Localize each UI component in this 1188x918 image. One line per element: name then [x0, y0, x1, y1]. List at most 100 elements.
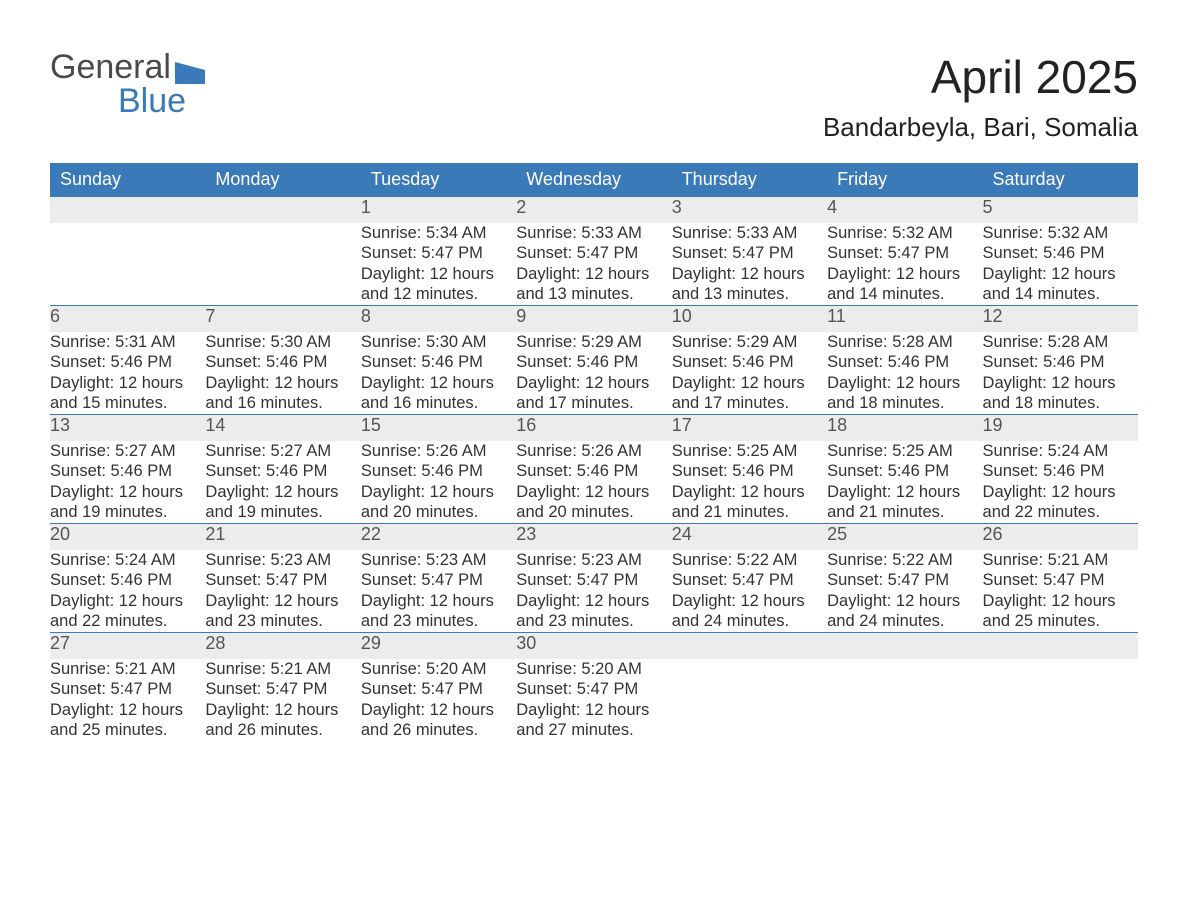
day-number: 30 — [516, 633, 671, 659]
day-number: 8 — [361, 306, 516, 332]
logo-word-2: Blue — [50, 84, 205, 118]
sunrise-text: Sunrise: 5:27 AM — [50, 441, 205, 462]
day-cell: Sunrise: 5:25 AMSunset: 5:46 PMDaylight:… — [672, 441, 827, 524]
column-header: Thursday — [672, 163, 827, 197]
sunset-text: Sunset: 5:46 PM — [516, 352, 671, 373]
day-cell: Sunrise: 5:20 AMSunset: 5:47 PMDaylight:… — [516, 659, 671, 742]
sunset-text: Sunset: 5:46 PM — [50, 352, 205, 373]
day-cell: Sunrise: 5:21 AMSunset: 5:47 PMDaylight:… — [983, 550, 1138, 633]
sunset-text: Sunset: 5:47 PM — [827, 243, 982, 264]
day-number: 12 — [983, 306, 1138, 332]
column-header: Sunday — [50, 163, 205, 197]
day-number: 9 — [516, 306, 671, 332]
sunrise-text: Sunrise: 5:32 AM — [827, 223, 982, 244]
day-cell: Sunrise: 5:32 AMSunset: 5:46 PMDaylight:… — [983, 223, 1138, 306]
sunset-text: Sunset: 5:47 PM — [516, 243, 671, 264]
day-number: 2 — [516, 197, 671, 223]
sunrise-text: Sunrise: 5:27 AM — [205, 441, 360, 462]
column-header: Wednesday — [516, 163, 671, 197]
sunrise-text: Sunrise: 5:29 AM — [672, 332, 827, 353]
sunset-text: Sunset: 5:47 PM — [672, 243, 827, 264]
calendar-page: General Blue April 2025 Bandarbeyla, Bar… — [0, 0, 1188, 761]
day-cell: Sunrise: 5:26 AMSunset: 5:46 PMDaylight:… — [516, 441, 671, 524]
daylight-text: Daylight: 12 hours and 23 minutes. — [205, 591, 360, 632]
flag-icon — [175, 62, 205, 84]
column-header: Tuesday — [361, 163, 516, 197]
day-number: 11 — [827, 306, 982, 332]
sunrise-text: Sunrise: 5:21 AM — [50, 659, 205, 680]
sunset-text: Sunset: 5:47 PM — [516, 679, 671, 700]
sunrise-text: Sunrise: 5:28 AM — [827, 332, 982, 353]
column-header: Friday — [827, 163, 982, 197]
day-cell: Sunrise: 5:26 AMSunset: 5:46 PMDaylight:… — [361, 441, 516, 524]
sunrise-text: Sunrise: 5:30 AM — [361, 332, 516, 353]
sunset-text: Sunset: 5:46 PM — [516, 461, 671, 482]
sunset-text: Sunset: 5:47 PM — [827, 570, 982, 591]
day-number-row: 13141516171819 — [50, 415, 1138, 441]
sunrise-text: Sunrise: 5:22 AM — [827, 550, 982, 571]
day-cell: Sunrise: 5:22 AMSunset: 5:47 PMDaylight:… — [672, 550, 827, 633]
day-number: 20 — [50, 524, 205, 550]
daylight-text: Daylight: 12 hours and 26 minutes. — [205, 700, 360, 741]
day-cell: Sunrise: 5:25 AMSunset: 5:46 PMDaylight:… — [827, 441, 982, 524]
day-number: 3 — [672, 197, 827, 223]
sunrise-text: Sunrise: 5:20 AM — [516, 659, 671, 680]
title-block: April 2025 Bandarbeyla, Bari, Somalia — [823, 50, 1138, 143]
day-number: 19 — [983, 415, 1138, 441]
day-data-row: Sunrise: 5:21 AMSunset: 5:47 PMDaylight:… — [50, 659, 1138, 742]
day-cell: Sunrise: 5:27 AMSunset: 5:46 PMDaylight:… — [205, 441, 360, 524]
daylight-text: Daylight: 12 hours and 21 minutes. — [827, 482, 982, 523]
day-number: 25 — [827, 524, 982, 550]
sunset-text: Sunset: 5:46 PM — [361, 352, 516, 373]
sunrise-text: Sunrise: 5:21 AM — [983, 550, 1138, 571]
sunset-text: Sunset: 5:46 PM — [983, 243, 1138, 264]
day-number: 18 — [827, 415, 982, 441]
day-number-row: 27282930 — [50, 633, 1138, 659]
sunrise-text: Sunrise: 5:33 AM — [672, 223, 827, 244]
day-number: 6 — [50, 306, 205, 332]
day-cell: Sunrise: 5:21 AMSunset: 5:47 PMDaylight:… — [50, 659, 205, 742]
day-cell: Sunrise: 5:30 AMSunset: 5:46 PMDaylight:… — [205, 332, 360, 415]
daylight-text: Daylight: 12 hours and 23 minutes. — [361, 591, 516, 632]
day-cell — [672, 659, 827, 742]
daylight-text: Daylight: 12 hours and 14 minutes. — [983, 264, 1138, 305]
page-title: April 2025 — [823, 50, 1138, 104]
day-number: 10 — [672, 306, 827, 332]
logo-word-1: General — [50, 50, 171, 84]
daylight-text: Daylight: 12 hours and 26 minutes. — [361, 700, 516, 741]
day-number — [50, 197, 205, 223]
day-cell: Sunrise: 5:33 AMSunset: 5:47 PMDaylight:… — [516, 223, 671, 306]
sunrise-text: Sunrise: 5:34 AM — [361, 223, 516, 244]
daylight-text: Daylight: 12 hours and 12 minutes. — [361, 264, 516, 305]
day-number: 7 — [205, 306, 360, 332]
daylight-text: Daylight: 12 hours and 15 minutes. — [50, 373, 205, 414]
sunset-text: Sunset: 5:46 PM — [672, 352, 827, 373]
daylight-text: Daylight: 12 hours and 13 minutes. — [672, 264, 827, 305]
day-number: 1 — [361, 197, 516, 223]
day-data-row: Sunrise: 5:27 AMSunset: 5:46 PMDaylight:… — [50, 441, 1138, 524]
day-number-row: 6789101112 — [50, 306, 1138, 332]
sunset-text: Sunset: 5:46 PM — [983, 461, 1138, 482]
logo-line-1: General — [50, 50, 205, 84]
sunset-text: Sunset: 5:46 PM — [827, 461, 982, 482]
day-number: 27 — [50, 633, 205, 659]
daylight-text: Daylight: 12 hours and 16 minutes. — [361, 373, 516, 414]
daylight-text: Daylight: 12 hours and 25 minutes. — [50, 700, 205, 741]
sunset-text: Sunset: 5:46 PM — [827, 352, 982, 373]
day-cell: Sunrise: 5:33 AMSunset: 5:47 PMDaylight:… — [672, 223, 827, 306]
day-cell: Sunrise: 5:24 AMSunset: 5:46 PMDaylight:… — [983, 441, 1138, 524]
day-number: 22 — [361, 524, 516, 550]
daylight-text: Daylight: 12 hours and 21 minutes. — [672, 482, 827, 523]
day-number — [827, 633, 982, 659]
day-cell: Sunrise: 5:30 AMSunset: 5:46 PMDaylight:… — [361, 332, 516, 415]
sunrise-text: Sunrise: 5:31 AM — [50, 332, 205, 353]
day-cell — [827, 659, 982, 742]
sunset-text: Sunset: 5:47 PM — [516, 570, 671, 591]
day-number: 23 — [516, 524, 671, 550]
day-number: 26 — [983, 524, 1138, 550]
day-number-row: 20212223242526 — [50, 524, 1138, 550]
sunrise-text: Sunrise: 5:20 AM — [361, 659, 516, 680]
daylight-text: Daylight: 12 hours and 25 minutes. — [983, 591, 1138, 632]
sunset-text: Sunset: 5:46 PM — [672, 461, 827, 482]
column-header: Saturday — [983, 163, 1138, 197]
